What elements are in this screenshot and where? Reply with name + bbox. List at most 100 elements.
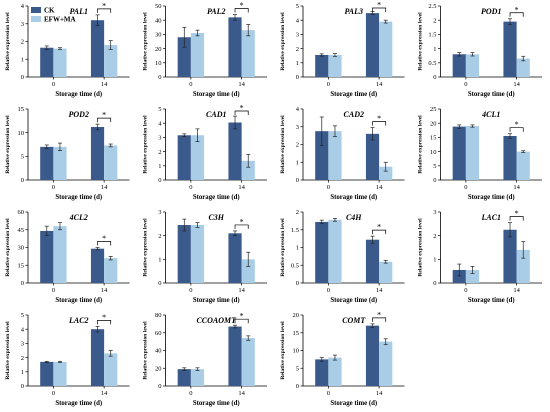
x-axis-label: Storage time (d) — [468, 297, 515, 304]
y-tick-label: 5 — [21, 154, 24, 161]
chart-panel-pal1: 0 1 2 3 4 Relative expression level PAL1 0 14 * St… — [5, 1, 130, 98]
x-tick-label: 0 — [52, 81, 55, 88]
significance-marker: * — [102, 111, 106, 120]
significance-marker: * — [515, 209, 519, 218]
bar-ck — [503, 21, 517, 77]
significance-bracket — [234, 8, 249, 13]
y-tick-label: 0 — [158, 383, 161, 390]
x-axis-label: Storage time (d) — [193, 297, 240, 304]
significance-marker: * — [377, 1, 381, 10]
y-tick-label: 60 — [155, 330, 162, 337]
bar-efw-ma — [241, 259, 255, 283]
y-tick-label: 1.5 — [291, 227, 299, 234]
x-axis-label: Storage time (d) — [55, 194, 102, 201]
significance-marker: * — [102, 313, 106, 322]
y-tick-label: 60 — [18, 209, 25, 216]
y-axis-label: Relative expression level — [418, 218, 424, 277]
y-tick-label: 0 — [296, 74, 299, 81]
chart-panel-4cl1: 0 5 10 15 20 25 Relative expression level 4CL1 0… — [418, 106, 542, 201]
y-tick-label: 3 — [296, 32, 299, 39]
x-axis-label: Storage time (d) — [468, 91, 515, 98]
y-tick-label: 0 — [158, 177, 161, 184]
bar-ck — [315, 359, 329, 386]
y-tick-label: 0.5 — [291, 262, 299, 269]
y-tick-label: 10 — [430, 149, 437, 156]
x-tick-label: 14 — [376, 287, 383, 294]
bar-efw-ma — [465, 269, 480, 283]
x-tick-label: 0 — [464, 287, 467, 294]
bar-ck — [452, 126, 466, 180]
bar-ck — [365, 133, 380, 180]
significance-marker: * — [240, 104, 244, 113]
y-tick-label: 2 — [433, 17, 436, 24]
y-tick-label: 3 — [158, 209, 161, 216]
bar-ck — [503, 229, 517, 283]
y-axis-label: Relative expression level — [5, 321, 11, 380]
y-tick-label: 0 — [433, 74, 436, 81]
y-tick-label: 20 — [293, 312, 300, 319]
bar-ck — [90, 329, 105, 386]
y-tick-label: 10 — [293, 348, 300, 355]
x-tick-label: 14 — [513, 184, 520, 191]
y-tick-label: 80 — [155, 312, 162, 319]
chart-title: C3H — [208, 213, 224, 222]
y-axis-label: Relative expression level — [5, 115, 11, 174]
y-tick-label: 3 — [21, 21, 24, 28]
y-tick-label: 30 — [155, 32, 162, 39]
y-tick-label: 5 — [433, 163, 436, 170]
bar-ck — [365, 325, 380, 386]
chart-title: 4CL2 — [69, 213, 88, 222]
chart-panel-pod1: 0 0.5 1 1.5 2 2.5 Relative expression level POD… — [418, 3, 542, 98]
bar-efw-ma — [190, 225, 205, 283]
y-tick-label: 2 — [296, 46, 299, 53]
bar-efw-ma — [190, 135, 205, 180]
x-tick-label: 0 — [189, 184, 192, 191]
x-axis-label: Storage time (d) — [330, 297, 377, 304]
significance-bracket — [372, 121, 387, 126]
significance-marker: * — [377, 114, 381, 123]
bar-efw-ma — [379, 341, 393, 386]
y-axis-label: Relative expression level — [280, 321, 286, 380]
chart-panel-comt: 0 5 10 15 20 Relative expression level COMT 0 14… — [280, 310, 405, 407]
bar-efw-ma — [53, 48, 67, 77]
y-axis-label: Relative expression level — [280, 218, 286, 277]
bar-efw-ma — [53, 146, 67, 180]
y-tick-label: 1 — [158, 257, 161, 264]
y-tick-label: 0 — [21, 177, 24, 184]
x-tick-label: 0 — [52, 390, 55, 397]
y-tick-label: 5 — [296, 365, 299, 372]
bar-ck — [40, 361, 54, 386]
significance-marker: * — [377, 310, 381, 319]
y-tick-label: 1 — [21, 56, 24, 63]
y-tick-label: 2 — [296, 209, 299, 216]
y-tick-label: 1 — [158, 163, 161, 170]
x-tick-label: 0 — [52, 287, 55, 294]
y-tick-label: 1 — [296, 159, 299, 166]
chart-title: CCOAOMT — [196, 316, 237, 325]
x-axis-label: Storage time (d) — [330, 194, 377, 201]
bar-ck — [90, 20, 105, 77]
y-tick-label: 4 — [296, 106, 300, 113]
significance-bracket — [234, 110, 249, 115]
x-axis-label: Storage time (d) — [55, 91, 102, 98]
significance-marker: * — [240, 1, 244, 10]
significance-marker: * — [240, 217, 244, 226]
bar-efw-ma — [53, 226, 67, 283]
chart-title: COMT — [342, 316, 366, 325]
chart-panel-cad1: 0 1 2 3 4 5 Relative expression level CAD1 0 14 * S… — [143, 104, 267, 201]
chart-title: CAD2 — [344, 110, 364, 119]
y-tick-label: 0 — [158, 280, 161, 287]
x-tick-label: 14 — [101, 390, 108, 397]
bar-efw-ma — [465, 126, 480, 180]
significance-bracket — [234, 318, 249, 324]
x-tick-label: 14 — [376, 184, 383, 191]
bar-ck — [177, 369, 191, 386]
x-tick-label: 0 — [464, 184, 467, 191]
y-tick-label: 0 — [296, 177, 299, 184]
x-axis-label: Storage time (d) — [330, 400, 377, 407]
x-tick-label: 14 — [101, 184, 108, 191]
significance-marker: * — [240, 312, 244, 321]
x-axis-label: Storage time (d) — [193, 194, 240, 201]
y-tick-label: 45 — [18, 227, 25, 234]
